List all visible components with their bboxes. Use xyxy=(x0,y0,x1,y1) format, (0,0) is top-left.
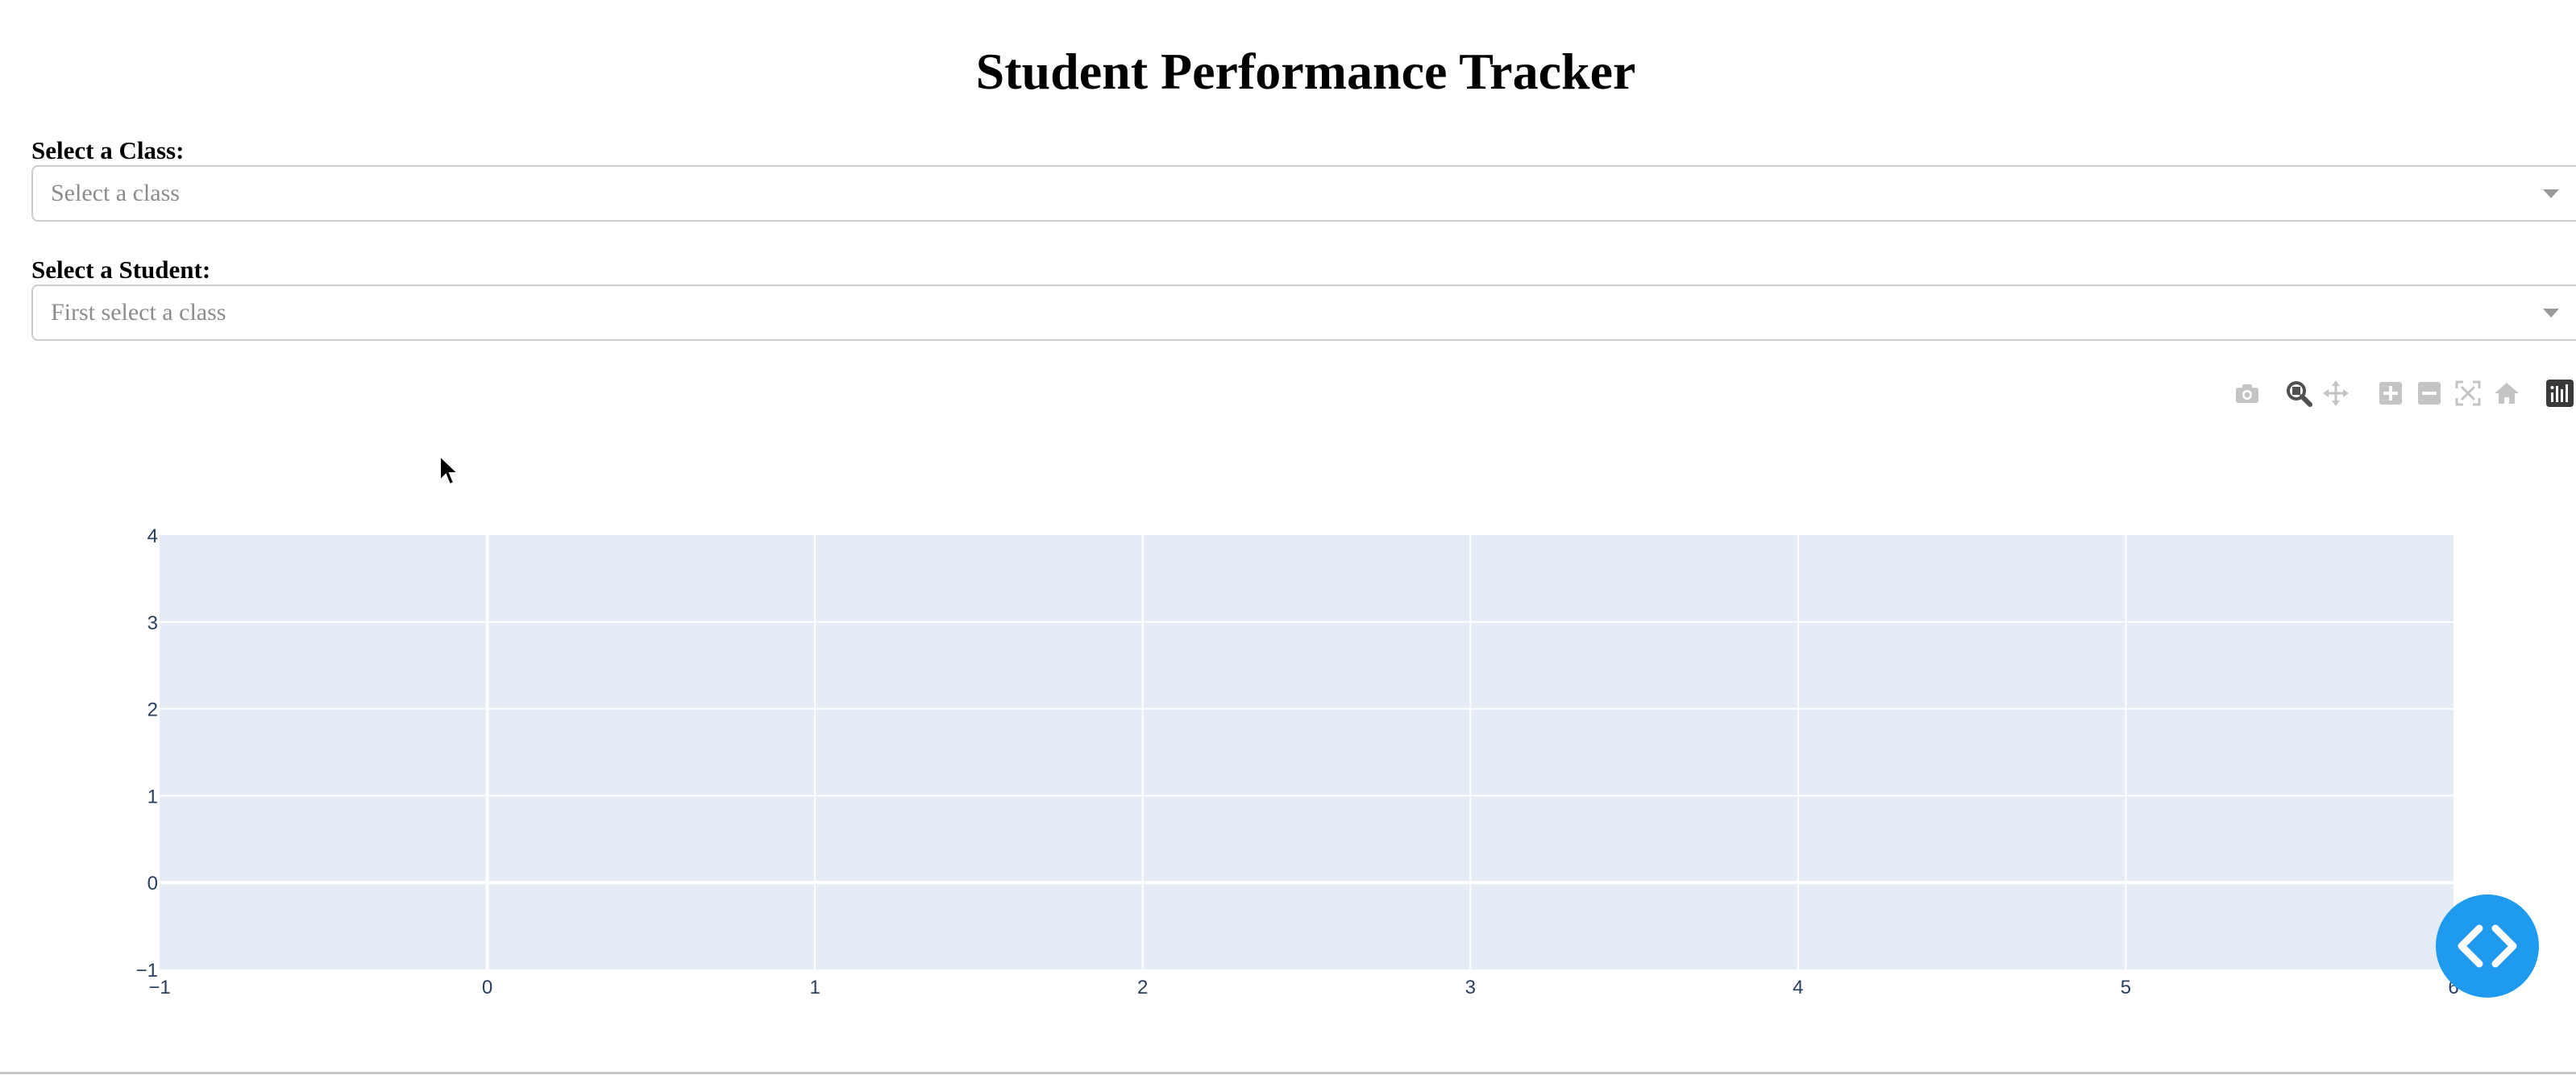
zoom-in-icon[interactable] xyxy=(2374,376,2407,411)
y-tick-label: 3 xyxy=(147,612,158,634)
x-tick-label: 0 xyxy=(482,977,492,998)
code-brackets-icon xyxy=(2458,924,2517,968)
y-gridlines xyxy=(160,621,2453,885)
plot-modebar xyxy=(2231,376,2576,411)
y-tick-label: 1 xyxy=(147,786,158,807)
class-select-dropdown[interactable]: Select a class xyxy=(31,165,2576,222)
y-tick-label: 2 xyxy=(147,699,158,721)
zoom-out-icon[interactable] xyxy=(2413,376,2445,411)
x-tick-label: 1 xyxy=(809,977,820,998)
zoom-icon[interactable] xyxy=(2283,376,2315,411)
student-select-dropdown[interactable]: First select a class xyxy=(31,284,2576,341)
reset-axes-icon[interactable] xyxy=(2491,376,2523,411)
x-tick-label: −1 xyxy=(148,977,170,998)
y-tick-labels: −1 0 1 2 3 4 xyxy=(136,525,158,982)
x-tick-label: 5 xyxy=(2121,977,2131,998)
plotly-logo-icon[interactable] xyxy=(2544,376,2576,411)
class-select-label: Select a Class: xyxy=(31,136,185,164)
x-tick-label: 2 xyxy=(1137,977,1148,998)
x-tick-label: 3 xyxy=(1465,977,1476,998)
y-tick-label: 0 xyxy=(147,873,158,894)
y-tick-label: −1 xyxy=(136,960,158,982)
class-select-placeholder: Select a class xyxy=(51,180,180,206)
camera-icon[interactable] xyxy=(2231,376,2263,411)
page-divider xyxy=(0,1072,2576,1074)
dev-tools-button[interactable] xyxy=(2436,894,2539,998)
page-title: Student Performance Tracker xyxy=(975,43,1636,100)
x-gridlines xyxy=(485,535,2127,969)
x-tick-labels: −1 0 1 2 3 4 5 6 xyxy=(148,977,2458,998)
y-tick-label: 4 xyxy=(147,525,158,547)
pan-icon[interactable] xyxy=(2320,376,2352,411)
chevron-down-icon[interactable] xyxy=(2543,309,2559,318)
mouse-cursor-icon xyxy=(439,454,460,486)
x-tick-label: 4 xyxy=(1793,977,1803,998)
chevron-down-icon[interactable] xyxy=(2543,189,2559,198)
student-select-placeholder: First select a class xyxy=(51,299,226,326)
plot-area[interactable] xyxy=(160,535,2453,969)
autoscale-icon[interactable] xyxy=(2452,376,2484,411)
student-select-label: Select a Student: xyxy=(31,255,211,284)
